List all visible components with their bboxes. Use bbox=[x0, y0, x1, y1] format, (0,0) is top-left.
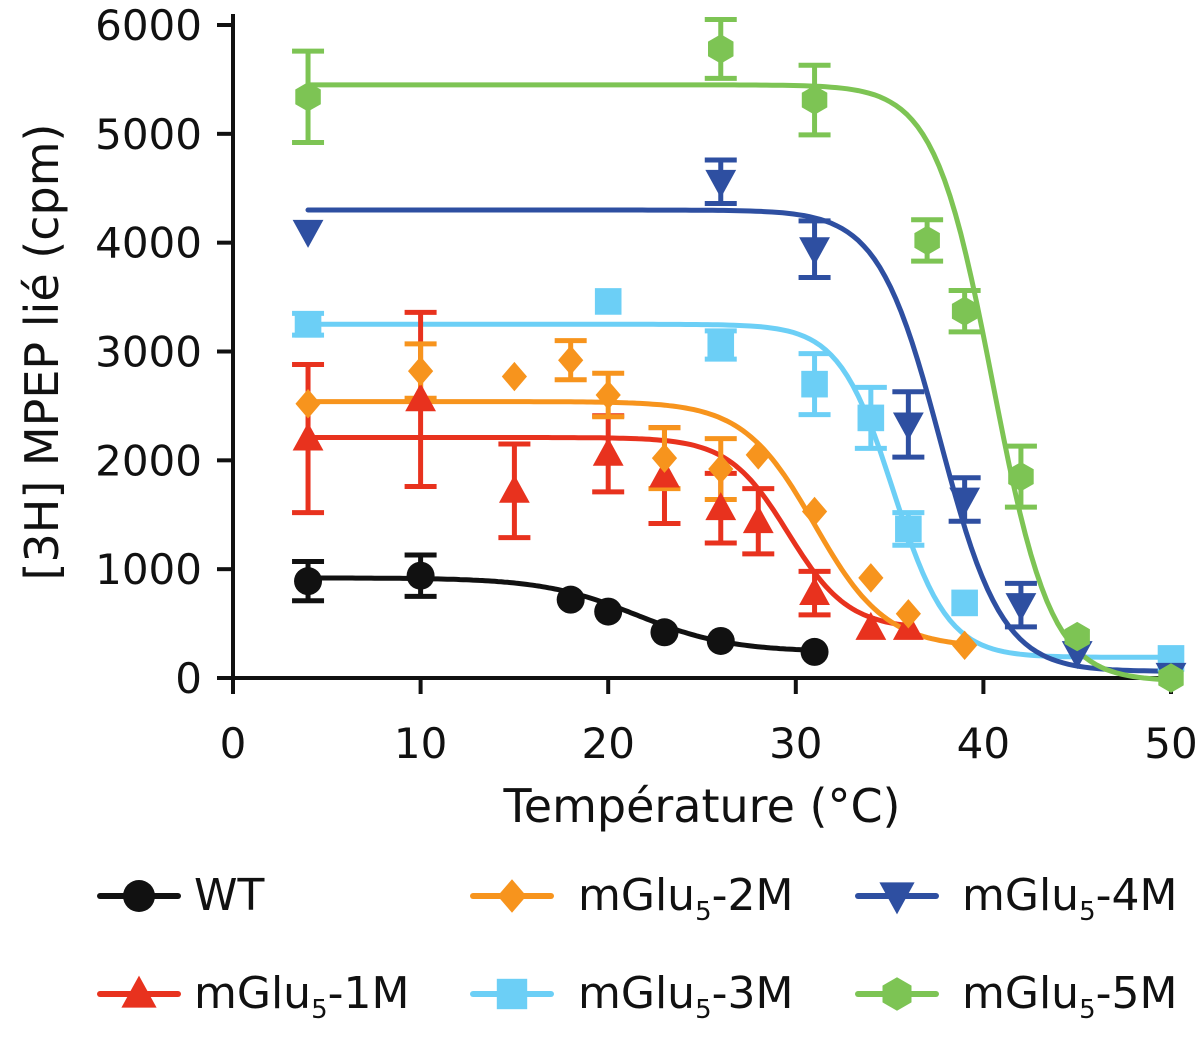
data-point-mglu5-4m bbox=[292, 219, 324, 248]
data-point-mglu5-3m bbox=[294, 310, 322, 338]
legend-label-mglu5-4m: mGlu5-4M bbox=[962, 870, 1177, 927]
data-point-mglu5-2m bbox=[295, 389, 321, 419]
x-tick-label: 30 bbox=[769, 719, 822, 768]
legend-marker-wt bbox=[123, 880, 155, 912]
legend-marker-mglu5-2m bbox=[497, 879, 527, 913]
data-point-mglu5-3m bbox=[707, 331, 735, 359]
data-point-mglu5-3m bbox=[857, 404, 885, 432]
x-tick-label: 50 bbox=[1144, 719, 1197, 768]
y-axis-title: [3H] MPEP lié (cpm) bbox=[15, 124, 69, 581]
data-point-mglu5-5m bbox=[914, 225, 940, 256]
data-point-wt bbox=[556, 585, 585, 614]
data-point-mglu5-5m bbox=[1008, 462, 1034, 492]
legend-marker-mglu5-3m bbox=[496, 978, 528, 1010]
data-point-mglu5-1m bbox=[705, 492, 737, 521]
y-tick-label: 6000 bbox=[95, 1, 202, 50]
data-point-mglu5-1m bbox=[292, 422, 324, 451]
data-point-mglu5-3m bbox=[801, 370, 828, 398]
data-point-mglu5-5m bbox=[951, 296, 978, 326]
data-point-mglu5-2m bbox=[952, 630, 978, 661]
y-tick-label: 5000 bbox=[95, 110, 202, 159]
data-point-mglu5-4m bbox=[949, 487, 981, 516]
data-point-mglu5-3m bbox=[594, 288, 622, 315]
data-point-mglu5-2m bbox=[895, 599, 921, 629]
legend-item-wt: WT bbox=[97, 870, 265, 921]
data-point-wt bbox=[406, 561, 435, 590]
y-tick-label: 2000 bbox=[95, 436, 202, 485]
data-point-mglu5-4m bbox=[1061, 641, 1093, 670]
data-point-mglu5-4m bbox=[705, 169, 737, 198]
x-axis-title: Température (°C) bbox=[502, 779, 900, 833]
legend-label-wt: WT bbox=[194, 870, 265, 921]
data-point-mglu5-2m bbox=[501, 361, 527, 392]
legend: WT mGlu5-1M mGlu5-2M mGlu5-3M mGlu5-4M mGlu5-… bbox=[97, 870, 1177, 1025]
y-tick-label: 4000 bbox=[95, 219, 202, 268]
legend-marker-mglu5-1m bbox=[121, 975, 157, 1008]
data-point-mglu5-2m bbox=[708, 454, 734, 484]
fit-curve-wt bbox=[305, 575, 818, 653]
y-tick-label: 1000 bbox=[95, 545, 202, 594]
y-tick-label: 3000 bbox=[95, 328, 202, 377]
data-point-mglu5-4m bbox=[892, 412, 924, 441]
data-point-mglu5-1m bbox=[855, 611, 887, 640]
data-point-wt bbox=[706, 626, 735, 655]
legend-item-mglu5-3m: mGlu5-3M bbox=[470, 968, 793, 1025]
data-point-mglu5-3m bbox=[895, 515, 922, 543]
legend-item-mglu5-1m: mGlu5-1M bbox=[97, 968, 409, 1025]
data-point-mglu5-5m bbox=[708, 34, 734, 64]
y-tick-label: 0 bbox=[175, 654, 202, 703]
data-point-mglu5-5m bbox=[801, 85, 828, 115]
data-point-mglu5-2m bbox=[595, 380, 621, 410]
data-point-mglu5-2m bbox=[745, 440, 771, 470]
legend-label-mglu5-1m: mGlu5-1M bbox=[194, 968, 409, 1025]
data-point-mglu5-3m bbox=[951, 589, 978, 617]
legend-marker-mglu5-5m bbox=[882, 977, 912, 1011]
data-point-mglu5-1m bbox=[499, 474, 530, 503]
fit-curves bbox=[305, 82, 1174, 683]
x-tick-label: 20 bbox=[581, 719, 634, 768]
data-point-mglu5-4m bbox=[1005, 593, 1037, 622]
data-point-mglu5-2m bbox=[408, 356, 434, 386]
legend-label-mglu5-3m: mGlu5-3M bbox=[578, 968, 793, 1025]
legend-label-mglu5-2m: mGlu5-2M bbox=[578, 870, 793, 927]
fit-curve-mglu5-5m bbox=[305, 82, 1174, 683]
data-point-wt bbox=[594, 597, 623, 626]
data-point-mglu5-1m bbox=[742, 505, 774, 534]
data-point-mglu5-2m bbox=[858, 563, 884, 593]
legend-marker-mglu5-4m bbox=[879, 882, 915, 915]
data-point-mglu5-1m bbox=[405, 383, 436, 412]
data-point-mglu5-2m bbox=[558, 345, 584, 375]
fit-curve-mglu5-3m bbox=[305, 321, 1174, 660]
fit-curve-mglu5-4m bbox=[305, 207, 1174, 674]
data-point-mglu5-1m bbox=[649, 459, 680, 488]
data-point-mglu5-1m bbox=[592, 437, 624, 466]
data-markers bbox=[292, 34, 1187, 693]
data-point-wt bbox=[650, 618, 679, 647]
x-tick-label: 40 bbox=[957, 719, 1010, 768]
data-point-mglu5-5m bbox=[1064, 621, 1090, 652]
data-point-mglu5-4m bbox=[799, 237, 830, 266]
data-point-wt bbox=[800, 637, 829, 666]
data-point-mglu5-5m bbox=[1158, 663, 1184, 693]
data-point-mglu5-5m bbox=[295, 82, 321, 112]
data-point-mglu5-2m bbox=[801, 496, 828, 527]
legend-label-mglu5-5m: mGlu5-5M bbox=[962, 968, 1177, 1025]
legend-item-mglu5-2m: mGlu5-2M bbox=[470, 870, 793, 927]
data-point-wt bbox=[294, 567, 323, 596]
data-point-mglu5-1m bbox=[799, 577, 830, 606]
legend-item-mglu5-5m: mGlu5-5M bbox=[855, 968, 1177, 1025]
x-tick-label: 10 bbox=[394, 719, 447, 768]
x-tick-label: 0 bbox=[220, 719, 247, 768]
legend-item-mglu5-4m: mGlu5-4M bbox=[855, 870, 1177, 927]
data-point-mglu5-2m bbox=[651, 443, 678, 473]
